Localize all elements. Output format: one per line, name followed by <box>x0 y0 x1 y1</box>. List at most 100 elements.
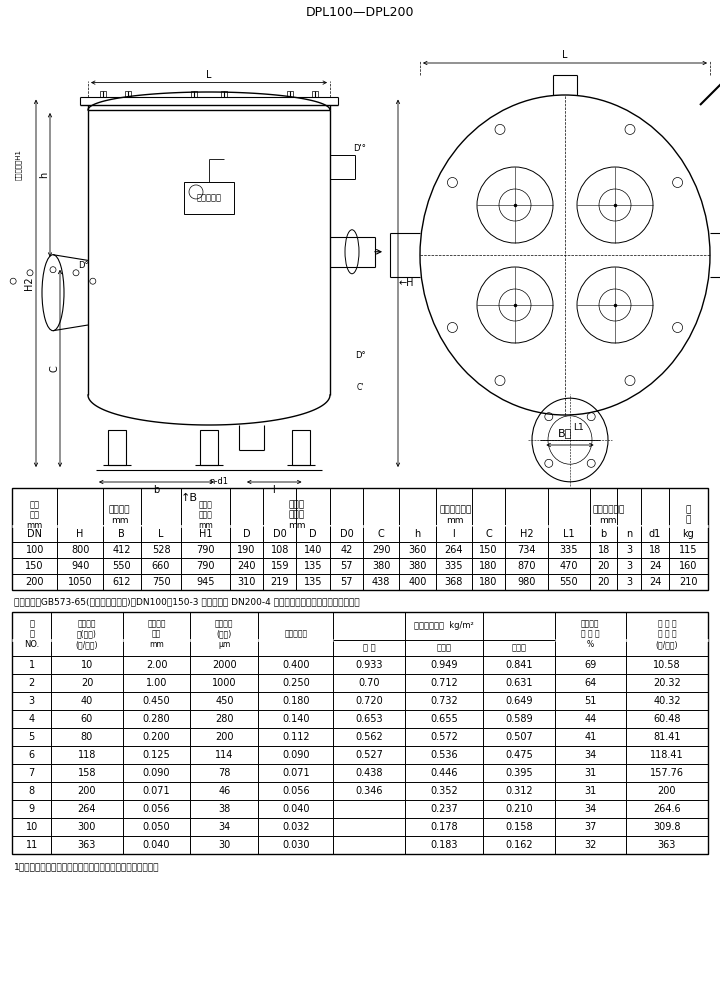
Text: 945: 945 <box>197 577 215 587</box>
Text: 310: 310 <box>238 577 256 587</box>
Text: 60: 60 <box>81 714 93 724</box>
Text: 0.536: 0.536 <box>430 750 458 760</box>
Text: 0.030: 0.030 <box>282 840 310 850</box>
Text: kg: kg <box>683 529 694 539</box>
Text: 115: 115 <box>679 545 698 555</box>
Bar <box>312 91 318 97</box>
Text: DPL100—DPL200: DPL100—DPL200 <box>306 7 414 20</box>
Text: 150: 150 <box>25 561 44 571</box>
Text: 管路连
接尺寸
mm: 管路连 接尺寸 mm <box>288 500 305 530</box>
Text: 264.6: 264.6 <box>653 804 681 814</box>
Text: 筛分面积
百 分 率
%: 筛分面积 百 分 率 % <box>581 620 600 649</box>
Text: 0.056: 0.056 <box>282 786 310 796</box>
Text: 80: 80 <box>81 732 93 742</box>
Text: 31: 31 <box>584 768 596 778</box>
Text: 46: 46 <box>218 786 230 796</box>
Text: 800: 800 <box>71 545 89 555</box>
Text: 64: 64 <box>584 678 596 688</box>
Text: 60.48: 60.48 <box>653 714 680 724</box>
Text: 0.183: 0.183 <box>430 840 458 850</box>
Text: 20: 20 <box>81 678 93 688</box>
Text: 0.178: 0.178 <box>430 822 458 832</box>
Text: 240: 240 <box>238 561 256 571</box>
Bar <box>100 91 106 97</box>
Text: 0.352: 0.352 <box>430 786 458 796</box>
Text: 2000: 2000 <box>212 660 237 670</box>
Text: 0.507: 0.507 <box>505 732 533 742</box>
Text: 78: 78 <box>218 768 230 778</box>
Text: 34: 34 <box>218 822 230 832</box>
Text: D'°: D'° <box>354 144 366 154</box>
Text: 280: 280 <box>215 714 233 724</box>
Text: 0.280: 0.280 <box>143 714 171 724</box>
Text: 外形尺寸
mm: 外形尺寸 mm <box>109 505 130 525</box>
Text: 公称
通径
mm: 公称 通径 mm <box>27 500 42 530</box>
Text: n: n <box>626 529 632 539</box>
Text: B: B <box>118 529 125 539</box>
Text: b: b <box>600 529 607 539</box>
Text: 24: 24 <box>649 577 661 587</box>
Text: 0.056: 0.056 <box>143 804 171 814</box>
Text: 10.58: 10.58 <box>653 660 681 670</box>
Text: 0.450: 0.450 <box>143 696 171 706</box>
Text: 190: 190 <box>238 545 256 555</box>
Text: 550: 550 <box>559 577 578 587</box>
Text: 44: 44 <box>584 714 596 724</box>
Text: 42: 42 <box>340 545 353 555</box>
Text: 57: 57 <box>340 561 353 571</box>
Text: H2: H2 <box>24 277 34 291</box>
Text: 序
号
NO.: 序 号 NO. <box>24 620 40 649</box>
Text: L: L <box>562 50 568 60</box>
Text: ↑B: ↑B <box>181 493 197 503</box>
Text: 750: 750 <box>152 577 171 587</box>
Text: 368: 368 <box>445 577 463 587</box>
Text: D°: D° <box>355 352 365 361</box>
Text: 0.210: 0.210 <box>505 804 533 814</box>
Text: 2.00: 2.00 <box>146 660 167 670</box>
Text: 38: 38 <box>218 804 230 814</box>
Text: 0.589: 0.589 <box>505 714 533 724</box>
Text: 1.00: 1.00 <box>146 678 167 688</box>
Text: 2: 2 <box>29 678 35 688</box>
Text: 870: 870 <box>517 561 536 571</box>
Text: 4: 4 <box>29 714 35 724</box>
Text: 400: 400 <box>408 577 427 587</box>
Text: 32: 32 <box>584 840 596 850</box>
Text: 335: 335 <box>444 561 463 571</box>
Text: 0.475: 0.475 <box>505 750 533 760</box>
Text: 0.200: 0.200 <box>143 732 171 742</box>
Text: L1: L1 <box>563 529 575 539</box>
Text: 200: 200 <box>78 786 96 796</box>
Text: 3: 3 <box>29 696 35 706</box>
Text: 0.090: 0.090 <box>143 768 171 778</box>
Text: 法兰标准：GB573-65(可根据需要确定)，DN100、150-3 组滤芯组件 DN200-4 组滤芯组件，压差发讯器为选配件。: 法兰标准：GB573-65(可根据需要确定)，DN100、150-3 组滤芯组件… <box>14 597 359 606</box>
Text: 31: 31 <box>584 786 596 796</box>
Text: 0.250: 0.250 <box>282 678 310 688</box>
Text: D: D <box>310 529 317 539</box>
Text: l: l <box>271 485 274 495</box>
Text: 管路安装尺寸
mm: 管路安装尺寸 mm <box>439 505 472 525</box>
Text: 0.631: 0.631 <box>505 678 533 688</box>
Text: d1: d1 <box>649 529 661 539</box>
Text: 528: 528 <box>152 545 171 555</box>
Text: 158: 158 <box>78 768 96 778</box>
Text: 210: 210 <box>679 577 698 587</box>
Text: 0.040: 0.040 <box>282 804 310 814</box>
Text: 438: 438 <box>372 577 390 587</box>
Text: 412: 412 <box>112 545 131 555</box>
Text: 290: 290 <box>372 545 390 555</box>
Text: 264: 264 <box>78 804 96 814</box>
Text: 相 当 英
制 目 数
(目/英寸): 相 当 英 制 目 数 (目/英寸) <box>656 620 678 649</box>
Text: 380: 380 <box>372 561 390 571</box>
Text: 18: 18 <box>649 545 661 555</box>
Text: 7: 7 <box>29 768 35 778</box>
Text: 363: 363 <box>78 840 96 850</box>
Text: L: L <box>206 70 212 80</box>
Text: 1000: 1000 <box>212 678 237 688</box>
Text: 612: 612 <box>112 577 131 587</box>
Text: n-d1: n-d1 <box>210 478 228 487</box>
Text: 660: 660 <box>152 561 170 571</box>
Text: 980: 980 <box>517 577 536 587</box>
Text: 0.140: 0.140 <box>282 714 310 724</box>
Text: C: C <box>378 529 384 539</box>
